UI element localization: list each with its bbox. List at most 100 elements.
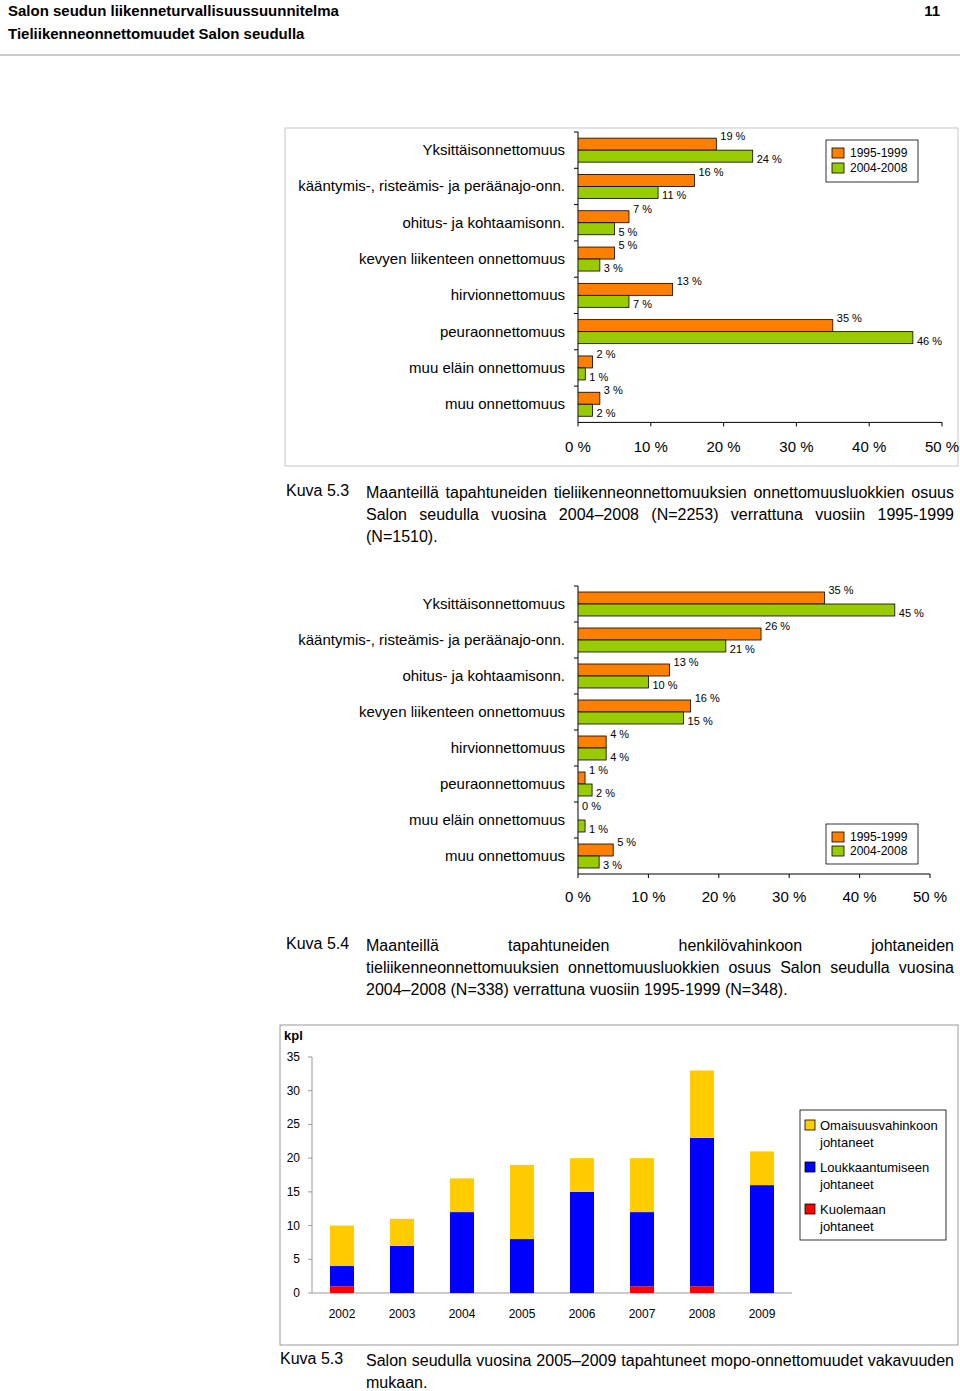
bar-segment [390, 1246, 414, 1293]
data-label: 10 % [652, 679, 677, 691]
bar-segment [330, 1226, 354, 1266]
bar [578, 295, 629, 307]
data-label: 16 % [698, 166, 723, 178]
data-label: 1 % [589, 823, 608, 835]
x-tick-label: 2005 [509, 1307, 536, 1321]
bar [578, 259, 600, 271]
category-tick [574, 838, 578, 839]
legend-label: Kuolemaanjohtaneet [819, 1202, 886, 1234]
data-labels: 19 %16 %7 %5 %13 %35 %2 %3 %24 %11 %5 %3… [589, 130, 942, 419]
y-tick-label: 35 [287, 1050, 301, 1064]
bar [578, 211, 629, 223]
data-label: 16 % [695, 692, 720, 704]
category-tick [574, 586, 578, 587]
x-tick [723, 422, 724, 426]
bar-segment [630, 1212, 654, 1286]
category-tick [574, 386, 578, 387]
y-tick-label: 20 [287, 1151, 301, 1165]
y-tick [308, 1191, 312, 1192]
figure-caption: Maanteillä tapahtuneiden tieliikenneonne… [366, 482, 954, 548]
header-rule [0, 55, 960, 56]
bar [578, 820, 585, 832]
data-label: 3 % [604, 384, 623, 396]
header-subtitle: Tieliikenneonnettomuudet Salon seudulla [8, 25, 304, 42]
data-label: 24 % [757, 153, 782, 165]
bar [578, 640, 726, 652]
x-tick [859, 874, 860, 878]
bar [578, 604, 895, 616]
bar [578, 186, 658, 198]
bar [578, 664, 670, 676]
data-label: 2 % [597, 407, 616, 419]
data-label: 1 % [589, 371, 608, 383]
category-tick [574, 168, 578, 169]
data-label: 13 % [677, 275, 702, 287]
category-tick [574, 349, 578, 350]
x-tick-label: 50 % [913, 888, 947, 905]
data-label: 5 % [618, 226, 637, 238]
bar [578, 808, 579, 820]
bar [578, 283, 673, 295]
category-tick [574, 204, 578, 205]
category-label: Yksittäisonnettomuus [422, 141, 565, 158]
y-tick [308, 1124, 312, 1125]
x-tick [930, 874, 931, 878]
figure-caption: Salon seudulla vuosina 2005–2009 tapahtu… [366, 1350, 954, 1391]
data-label: 4 % [610, 728, 629, 740]
y-tick [308, 1057, 312, 1058]
data-label: 26 % [765, 620, 790, 632]
x-tick-label: 30 % [772, 888, 806, 905]
legend-label: Omaisuusvahinkoonjohtaneet [819, 1118, 938, 1150]
bar [578, 784, 592, 796]
data-label: 45 % [899, 607, 924, 619]
data-label: 35 % [828, 584, 853, 596]
x-tick [650, 422, 651, 426]
chart-1: 0 %10 %20 %30 %40 %50 %Yksittäisonnettom… [298, 584, 947, 905]
data-label: 11 % [662, 189, 686, 201]
bar [578, 368, 585, 380]
bar-segment [690, 1070, 714, 1137]
y-tick [308, 1090, 312, 1091]
legend-label-line: Omaisuusvahinkoon [820, 1118, 938, 1133]
legend-label: 1995-1999 [850, 830, 908, 844]
bar [578, 592, 824, 604]
x-tick-label: 30 % [779, 438, 813, 455]
data-label: 15 % [688, 715, 713, 727]
data-label: 2 % [597, 348, 616, 360]
bar [578, 844, 613, 856]
category-tick [574, 766, 578, 767]
bar [578, 247, 614, 259]
category-label: Yksittäisonnettomuus [422, 595, 565, 612]
x-tick [718, 874, 719, 878]
category-label: ohitus- ja kohtaamisonn. [402, 667, 565, 684]
legend-label-line: johtaneet [819, 1219, 874, 1234]
chart-frame [285, 128, 958, 466]
data-label: 0 % [582, 800, 601, 812]
bar [578, 676, 648, 688]
data-label: 7 % [633, 298, 652, 310]
legend-label-line: johtaneet [819, 1177, 874, 1192]
x-tick-label: 20 % [702, 888, 736, 905]
page-svg: 0 %10 %20 %30 %40 %50 %Yksittäisonnettom… [0, 0, 960, 1391]
bar-segment [330, 1266, 354, 1286]
bar-segment [450, 1178, 474, 1212]
category-label: muu onnettomuus [445, 395, 565, 412]
category-tick [574, 313, 578, 314]
category-label: peuraonnettomuus [440, 775, 565, 792]
bar-segment [630, 1286, 654, 1293]
category-label: kääntymis-, risteämis- ja peräänajo-onn. [298, 631, 565, 648]
figure-caption: Maanteillä tapahtuneiden henkilövahinkoo… [366, 935, 954, 1001]
bar [578, 700, 691, 712]
bar [578, 138, 716, 150]
legend-label: 2004-2008 [850, 161, 908, 175]
bar-segment [690, 1286, 714, 1293]
category-label: muu onnettomuus [445, 847, 565, 864]
bar [578, 223, 614, 235]
bar [578, 404, 593, 416]
data-label: 21 % [730, 643, 755, 655]
x-tick-label: 2003 [389, 1307, 416, 1321]
y-tick-label: 10 [287, 1219, 301, 1233]
category-tick [574, 658, 578, 659]
legend: 1995-19992004-2008 [826, 140, 918, 182]
figure-number: Kuva 5.4 [286, 935, 349, 953]
